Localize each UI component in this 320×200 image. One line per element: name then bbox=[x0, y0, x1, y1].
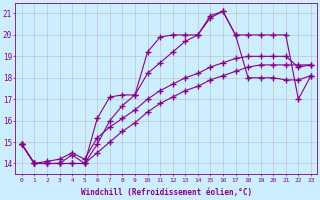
X-axis label: Windchill (Refroidissement éolien,°C): Windchill (Refroidissement éolien,°C) bbox=[81, 188, 252, 197]
